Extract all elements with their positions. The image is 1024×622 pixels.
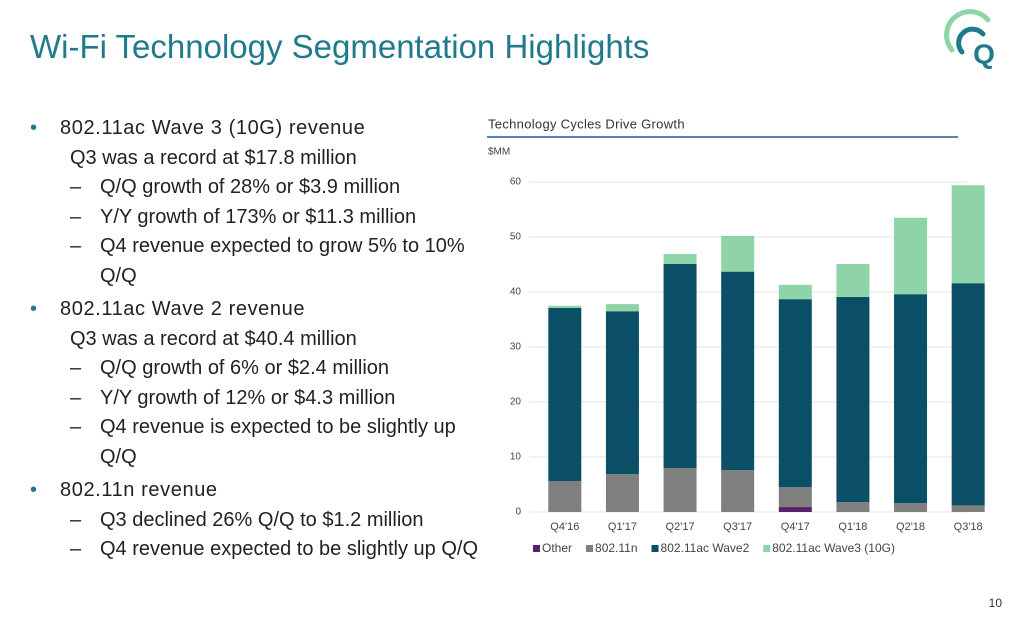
- bar-segment: [778, 487, 812, 508]
- x-tick-label: Q2'17: [666, 521, 695, 533]
- bar-segment: [663, 468, 697, 512]
- legend-label: 802.11ac Wave3 (10G): [772, 541, 895, 555]
- bar-segment: [548, 481, 582, 512]
- y-tick-label: 30: [510, 342, 522, 353]
- bar-segment: [663, 263, 697, 468]
- bar-segment: [951, 283, 985, 506]
- bullet-heading: 802.11ac Wave 2 revenue: [28, 295, 478, 325]
- legend-swatch: [651, 545, 659, 552]
- x-tick-label: Q1'17: [608, 521, 637, 533]
- bar-segment: [721, 235, 755, 272]
- legend-label: 802.11n: [595, 541, 638, 555]
- legend-swatch: [586, 545, 594, 552]
- bar-segment: [836, 296, 870, 503]
- bar-segment: [951, 185, 985, 284]
- x-tick-label: Q2'18: [896, 521, 925, 533]
- bar-segment: [605, 311, 639, 475]
- bar-segment: [605, 474, 639, 512]
- bullet-point: Q/Q growth of 28% or $3.9 million: [28, 173, 478, 203]
- logo: Q: [944, 9, 995, 69]
- bullet-heading: 802.11n revenue: [28, 476, 478, 506]
- x-tick-label: Q4'17: [781, 521, 810, 533]
- bullet-point: Q4 revenue expected to grow 5% to 10% Q/…: [28, 232, 478, 291]
- legend-label: 802.11ac Wave2: [661, 541, 750, 555]
- bar-segment: [548, 307, 582, 482]
- page-number: 10: [988, 596, 1002, 610]
- y-tick-label: 0: [515, 507, 521, 518]
- bullet-point: Q4 revenue is expected to be slightly up…: [28, 413, 478, 472]
- y-axis-label: $MM: [488, 147, 510, 158]
- y-tick-label: 10: [510, 452, 522, 463]
- bar-segment: [721, 271, 755, 471]
- bar-segment: [894, 217, 928, 295]
- bullet-summary: Q3 was a record at $40.4 million: [70, 327, 357, 350]
- x-tick-label: Q1'18: [838, 521, 867, 533]
- slide-title: Wi-Fi Technology Segmentation Highlights: [30, 28, 650, 65]
- legend-swatch: [763, 545, 771, 552]
- y-tick-label: 20: [510, 397, 522, 408]
- y-tick-label: 60: [510, 177, 522, 188]
- bar-segment: [894, 294, 928, 504]
- bullet-point: Q4 revenue expected to be slightly up Q/…: [28, 535, 478, 565]
- legend-swatch: [533, 545, 540, 552]
- bullet-point: Q3 declined 26% Q/Q to $1.2 million: [28, 506, 478, 536]
- bar-segment: [721, 470, 755, 512]
- x-tick-label: Q3'18: [954, 521, 983, 533]
- logo-text: Q: [973, 38, 995, 69]
- bar-segment: [778, 299, 812, 488]
- chart-title: Technology Cycles Drive Growth: [488, 116, 685, 131]
- bar-segment: [836, 502, 870, 512]
- y-tick-label: 50: [510, 232, 522, 243]
- bar-segment: [663, 254, 697, 264]
- bar-segment: [605, 304, 639, 312]
- bullet-point: Y/Y growth of 12% or $4.3 million: [28, 384, 478, 414]
- logo-arc: [944, 9, 991, 53]
- bar-segment: [836, 263, 870, 297]
- bar-segment: [778, 284, 812, 300]
- x-tick-label: Q4'16: [550, 521, 579, 533]
- y-tick-label: 40: [510, 287, 522, 298]
- logo-arc: [956, 26, 986, 55]
- bullet-point: Q/Q growth of 6% or $2.4 million: [28, 354, 478, 384]
- bar-segment: [894, 503, 928, 512]
- bar-segment: [548, 305, 582, 308]
- bar-segment: [778, 507, 812, 512]
- bullet-point: Y/Y growth of 173% or $11.3 million: [28, 203, 478, 233]
- bullet-summary: Q3 was a record at $17.8 million: [70, 146, 357, 169]
- bar-segment: [951, 505, 985, 512]
- x-tick-label: Q3'17: [723, 521, 752, 533]
- legend-label: Other: [542, 541, 572, 555]
- bullet-heading: 802.11ac Wave 3 (10G) revenue: [28, 114, 478, 144]
